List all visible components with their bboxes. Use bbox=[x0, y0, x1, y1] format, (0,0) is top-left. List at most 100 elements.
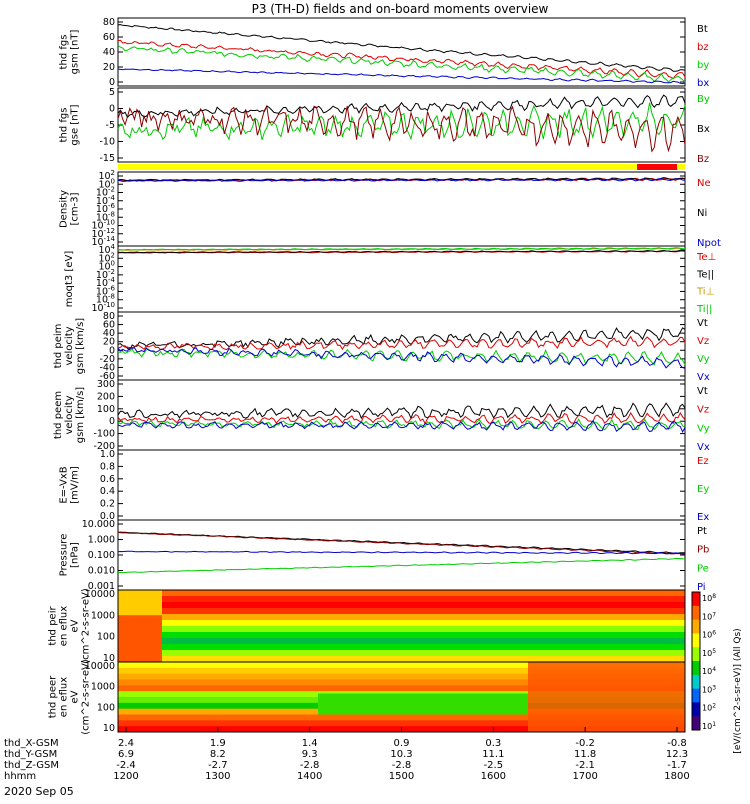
ephemeris-value: 1300 bbox=[205, 771, 230, 782]
legend-peem-velocity-2: Vy bbox=[697, 423, 710, 434]
ephemeris-value: -2.7 bbox=[208, 760, 228, 771]
y-tick-label: 80 bbox=[103, 311, 115, 322]
y-tick-label: -20 bbox=[99, 354, 115, 365]
y-tick-label: 0.010 bbox=[88, 566, 115, 577]
y-tick-label: 102 bbox=[98, 169, 115, 182]
spectrogram-band bbox=[118, 656, 685, 662]
legend-peem-velocity-3: Vx bbox=[697, 442, 710, 453]
ephemeris-value: 1500 bbox=[389, 771, 414, 782]
legend-fgs-gse-2: Bz bbox=[697, 154, 709, 165]
colorbar-segment bbox=[692, 688, 700, 703]
y-tick-label: 40 bbox=[103, 328, 115, 339]
ephemeris-value: 12.3 bbox=[666, 749, 688, 760]
series-peem-velocity-1 bbox=[117, 411, 686, 425]
y-tick-label: -40 bbox=[99, 362, 115, 373]
ephemeris-value: 6.9 bbox=[118, 749, 134, 760]
spectrogram-band bbox=[118, 714, 685, 721]
spectrogram-band bbox=[118, 614, 685, 621]
colorbar-segment bbox=[692, 633, 700, 648]
series-moments-t-3 bbox=[117, 247, 686, 251]
series-pressure-2 bbox=[117, 557, 686, 574]
spectrogram-band bbox=[118, 685, 685, 692]
legend-moments-t-3: Ti|| bbox=[696, 304, 712, 315]
colorbar-segment bbox=[692, 674, 700, 690]
series-fgs-gse-2 bbox=[117, 105, 686, 153]
y-tick-label: 0 bbox=[109, 416, 115, 427]
y-tick-label: 1000 bbox=[91, 610, 115, 621]
series-density-2 bbox=[117, 178, 686, 182]
y-axis-label: velocity bbox=[64, 326, 75, 365]
spectrogram-band bbox=[118, 632, 685, 639]
spectrogram-band bbox=[118, 590, 685, 597]
y-tick-label: 0.100 bbox=[88, 550, 115, 561]
colorbar-segment bbox=[692, 605, 700, 621]
ephemeris-value: 0.9 bbox=[394, 738, 410, 749]
y-axis-label: Pressure bbox=[59, 534, 70, 577]
y-axis-label: en eflux bbox=[59, 606, 70, 646]
y-tick-label: 10-4 bbox=[96, 276, 116, 289]
spectrogram-band bbox=[118, 602, 685, 609]
colorbar-frame bbox=[691, 591, 701, 731]
y-tick-label: 0 bbox=[109, 77, 115, 88]
ephemeris-value: -2.1 bbox=[575, 760, 595, 771]
y-tick-label: 0 bbox=[109, 104, 115, 115]
spectrogram-peir-spectrogram bbox=[118, 590, 685, 662]
ephemeris-value: 11.1 bbox=[482, 749, 504, 760]
y-tick-label: 40 bbox=[103, 47, 115, 58]
y-axis-label: thd peir bbox=[48, 606, 59, 646]
y-tick-label: 300 bbox=[97, 379, 115, 390]
y-axis-label: thd fgs bbox=[59, 108, 70, 143]
colorbar-tick-label: 104 bbox=[702, 666, 716, 676]
y-axis-label: moqt3 [eV] bbox=[64, 251, 75, 308]
y-axis-label: (cm^2-s-sr-eV) bbox=[81, 588, 92, 664]
colorbar-tick-label: 106 bbox=[702, 630, 716, 640]
y-axis-label: Density bbox=[59, 190, 70, 228]
y-axis-label: [nPa] bbox=[70, 542, 81, 568]
y-tick-label: 100 bbox=[98, 177, 115, 190]
legend-peim-velocity-3: Vx bbox=[697, 372, 710, 383]
y-tick-label: 0.0 bbox=[100, 511, 115, 522]
legend-pressure-0: Pt bbox=[697, 526, 707, 537]
y-tick-label: 10-8 bbox=[96, 293, 115, 306]
ephemeris-value: -0.2 bbox=[575, 738, 595, 749]
ephemeris-value: 0.3 bbox=[485, 738, 501, 749]
colorbar-tick-label: 102 bbox=[702, 703, 716, 713]
y-tick-label: 100 bbox=[97, 632, 115, 643]
y-tick-label: -100 bbox=[93, 429, 115, 440]
plot-title: P3 (TH-D) fields and on-board moments ov… bbox=[252, 2, 549, 16]
y-tick-label: 5 bbox=[109, 87, 115, 98]
y-axis-label: gse [nT] bbox=[70, 104, 81, 145]
y-tick-label: 10000 bbox=[85, 589, 115, 600]
y-tick-label: 10-2 bbox=[96, 268, 115, 281]
legend-fgs-gse-1: Bx bbox=[697, 124, 710, 135]
legend-peem-velocity-0: Vt bbox=[697, 386, 708, 397]
panel-frame-pressure bbox=[117, 519, 686, 591]
y-tick-label: 102 bbox=[98, 251, 115, 264]
y-tick-label: -200 bbox=[93, 441, 115, 452]
y-tick-label: 10-8 bbox=[96, 210, 115, 223]
panel-frame-efield bbox=[117, 449, 686, 521]
ephemeris-row-label: thd_X-GSM bbox=[4, 738, 59, 749]
legend-moments-t-1: Te|| bbox=[696, 269, 714, 280]
spectrogram-band bbox=[118, 644, 685, 651]
spectrogram-band bbox=[118, 679, 685, 686]
legend-efield-0: Ez bbox=[697, 456, 709, 467]
spectrogram-band bbox=[118, 620, 685, 627]
y-tick-label: 104 bbox=[98, 243, 115, 256]
y-tick-label: 60 bbox=[103, 320, 115, 331]
y-tick-label: 0.001 bbox=[88, 581, 115, 592]
spectrogram-band bbox=[118, 667, 685, 675]
ephemeris-value: 10.3 bbox=[390, 749, 412, 760]
legend-peim-velocity-1: Vz bbox=[697, 336, 709, 347]
legend-pressure-2: Pe bbox=[697, 563, 709, 574]
spectrogram-block bbox=[528, 662, 685, 732]
ephemeris-value: -2.8 bbox=[392, 760, 412, 771]
y-axis-label: gsm [km/s] bbox=[75, 318, 86, 374]
ephemeris-value: -2.5 bbox=[484, 760, 504, 771]
y-tick-label: 10 bbox=[103, 653, 115, 664]
colorbar-segment bbox=[692, 716, 700, 731]
y-tick-label: 1.000 bbox=[88, 535, 115, 546]
colorbar-segment bbox=[692, 702, 700, 717]
